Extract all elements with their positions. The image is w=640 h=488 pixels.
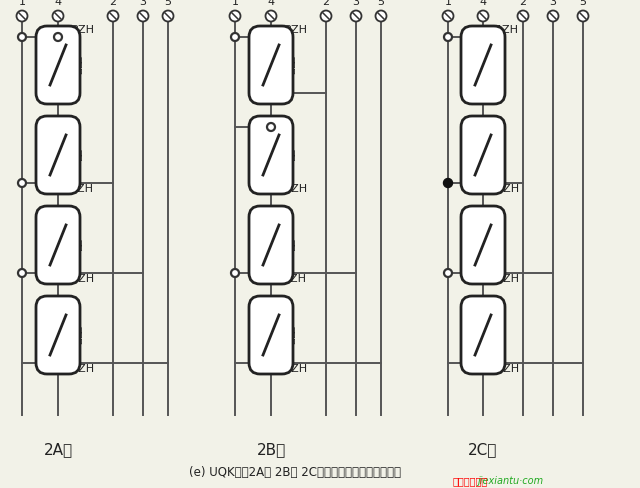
Circle shape	[321, 11, 332, 21]
Circle shape	[18, 179, 26, 187]
Circle shape	[18, 269, 26, 277]
Circle shape	[52, 11, 63, 21]
FancyBboxPatch shape	[461, 206, 505, 284]
Text: 5: 5	[164, 0, 172, 7]
Circle shape	[138, 11, 148, 21]
Circle shape	[577, 11, 589, 21]
Circle shape	[444, 179, 452, 187]
Circle shape	[376, 11, 387, 21]
Circle shape	[18, 33, 26, 41]
Text: 4: 4	[54, 0, 61, 7]
Text: 2ZH: 2ZH	[284, 184, 307, 194]
Text: 4: 4	[479, 0, 486, 7]
Circle shape	[518, 11, 529, 21]
Circle shape	[442, 11, 454, 21]
Circle shape	[267, 123, 275, 131]
Text: jiexiantu·com: jiexiantu·com	[477, 476, 543, 486]
Text: 4ZH: 4ZH	[71, 364, 94, 374]
Text: 1: 1	[19, 0, 26, 7]
Text: 头条电工技术: 头条电工技术	[452, 476, 488, 486]
Text: 1ZH: 1ZH	[284, 274, 307, 284]
FancyBboxPatch shape	[249, 116, 293, 194]
Text: 4ZH: 4ZH	[496, 364, 519, 374]
Text: 开泵: 开泵	[285, 239, 295, 251]
Text: 停泵: 停泵	[285, 149, 295, 161]
Text: 上报警: 上报警	[285, 56, 295, 74]
Circle shape	[17, 11, 28, 21]
Text: 2: 2	[323, 0, 330, 7]
Text: 3ZH: 3ZH	[71, 25, 94, 35]
Text: 开泵: 开泵	[72, 149, 82, 161]
Text: 3ZH: 3ZH	[284, 25, 307, 35]
Text: 1: 1	[232, 0, 239, 7]
Text: 4ZH: 4ZH	[284, 364, 307, 374]
Text: 1ZH: 1ZH	[71, 184, 94, 194]
Text: 2: 2	[520, 0, 527, 7]
Text: 2: 2	[109, 0, 116, 7]
FancyBboxPatch shape	[36, 116, 80, 194]
Text: 2ZH: 2ZH	[71, 274, 94, 284]
FancyBboxPatch shape	[461, 26, 505, 104]
FancyBboxPatch shape	[249, 296, 293, 374]
Circle shape	[477, 11, 488, 21]
Circle shape	[444, 269, 452, 277]
Text: 2ZH: 2ZH	[496, 184, 519, 194]
Text: 2C型: 2C型	[468, 443, 498, 458]
Circle shape	[351, 11, 362, 21]
Circle shape	[444, 33, 452, 41]
Text: 下报警: 下报警	[72, 325, 82, 345]
Text: 1: 1	[445, 0, 451, 7]
Text: 3: 3	[550, 0, 557, 7]
FancyBboxPatch shape	[249, 206, 293, 284]
Circle shape	[230, 11, 241, 21]
Circle shape	[54, 33, 62, 41]
Text: 上报警: 上报警	[72, 56, 82, 74]
FancyBboxPatch shape	[461, 296, 505, 374]
Text: 停泵: 停泵	[72, 239, 82, 251]
Text: 2B型: 2B型	[257, 443, 285, 458]
FancyBboxPatch shape	[36, 296, 80, 374]
FancyBboxPatch shape	[36, 26, 80, 104]
Text: 下报警: 下报警	[285, 325, 295, 345]
Circle shape	[231, 33, 239, 41]
Text: 3: 3	[353, 0, 360, 7]
Circle shape	[231, 269, 239, 277]
Text: 1ZH: 1ZH	[496, 25, 519, 35]
FancyBboxPatch shape	[461, 116, 505, 194]
Circle shape	[547, 11, 559, 21]
Text: 2A型: 2A型	[44, 443, 72, 458]
Circle shape	[163, 11, 173, 21]
Circle shape	[108, 11, 118, 21]
Text: (e) UQK型（2A、 2B、 2C）浮球液位变送器触点形式: (e) UQK型（2A、 2B、 2C）浮球液位变送器触点形式	[189, 467, 401, 480]
FancyBboxPatch shape	[249, 26, 293, 104]
Text: 5: 5	[378, 0, 385, 7]
Text: 4: 4	[268, 0, 275, 7]
FancyBboxPatch shape	[36, 206, 80, 284]
Text: 5: 5	[579, 0, 586, 7]
Text: 3ZH: 3ZH	[496, 274, 519, 284]
Text: 3: 3	[140, 0, 147, 7]
Circle shape	[266, 11, 276, 21]
